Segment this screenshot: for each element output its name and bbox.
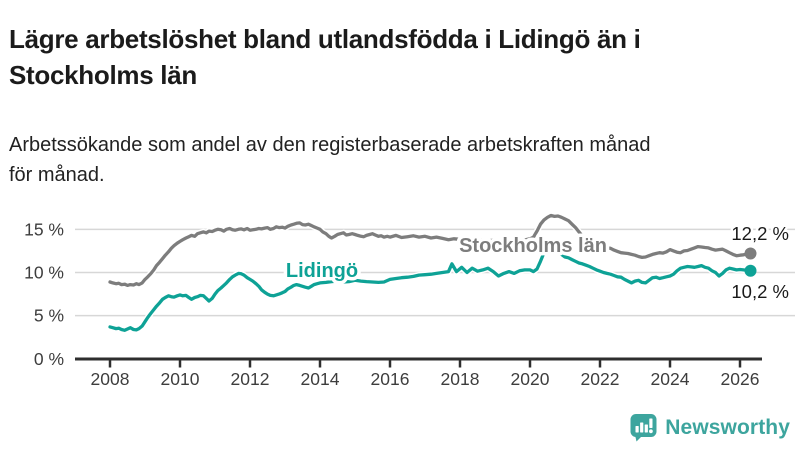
x-tick-label: 2008 xyxy=(91,369,130,389)
x-tick-label: 2022 xyxy=(581,369,620,389)
x-tick-label: 2010 xyxy=(161,369,200,389)
y-tick-label: 15 % xyxy=(24,219,64,239)
x-tick-label: 2018 xyxy=(441,369,480,389)
end-value-label-stockholms-lan: 12,2 % xyxy=(731,223,789,244)
brand-name: Newsworthy xyxy=(665,415,790,439)
y-tick-label: 10 % xyxy=(24,263,64,283)
x-tick-label: 2012 xyxy=(231,369,270,389)
end-value-label-lidingo: 10,2 % xyxy=(731,281,789,302)
end-dot-lidingo xyxy=(744,264,757,277)
line xyxy=(108,213,753,288)
bar-chart-speech-bubble-icon xyxy=(630,414,657,442)
x-tick-label: 2014 xyxy=(301,369,340,389)
x-tick-label: 2016 xyxy=(371,369,410,389)
line xyxy=(108,242,753,332)
y-tick-label: 0 % xyxy=(34,349,64,369)
x-tick-label: 2024 xyxy=(651,369,690,389)
chart-subtitle: Arbetssökande som andel av den registerb… xyxy=(9,134,651,186)
newsworthy-logo: Newsworthy xyxy=(630,413,790,442)
x-tick-label: 2020 xyxy=(511,369,550,389)
series-line-lidingo xyxy=(106,240,754,334)
series-label-stockholms-lan: Stockholms län xyxy=(459,235,607,257)
end-dot-stockholms-lan xyxy=(744,247,757,260)
series-line-stockholms-lan xyxy=(106,212,754,289)
chart-title: Lägre arbetslöshet bland utlandsfödda i … xyxy=(9,24,641,91)
x-tick-label: 2026 xyxy=(721,369,760,389)
series-label-lidingo: Lidingö xyxy=(286,260,358,282)
y-tick-label: 5 % xyxy=(34,306,64,326)
x-axis: 2008 2010 2012 2014 2016 2018 2020 2022 2024 2026 xyxy=(75,357,762,389)
y-axis-labels: 0 % 5 % 10 % 15 % xyxy=(24,219,64,369)
